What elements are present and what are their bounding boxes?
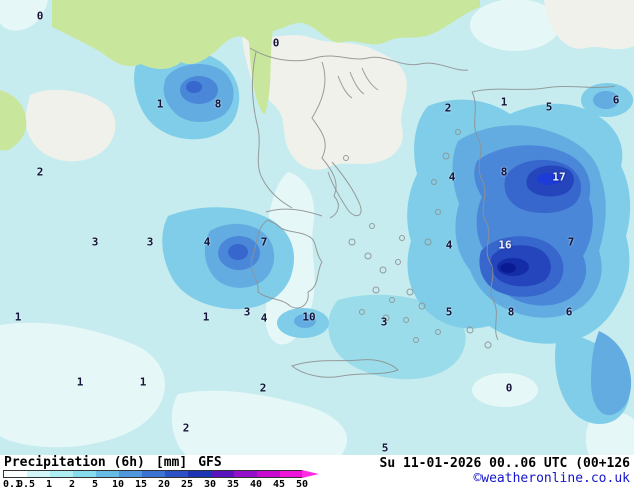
scale-segment	[280, 471, 303, 477]
scale-segment	[119, 471, 142, 477]
scale-segment	[4, 471, 27, 477]
scale-tick-label: 45	[272, 479, 286, 490]
scale-tick-label: 50	[295, 479, 309, 490]
scale-segment	[27, 471, 50, 477]
scale-segment	[257, 471, 280, 477]
heavy-precip-layer	[490, 165, 574, 287]
forecast-datetime: Su 11-01-2026 00..06 UTC (00+126	[379, 456, 630, 471]
green-land-layer	[0, 0, 480, 151]
scale-arrow	[302, 470, 319, 478]
scale-tick-label: 20	[157, 479, 171, 490]
precipitation-map[interactable]: 0 0 1 8 2 1 5 6 2 4 8 17 3 3 4 7 4 16 7 1 1 3 4 10 5 8 6 3 1 1 2 0 2 5	[0, 0, 634, 455]
footer: Precipitation (6h) [mm] GFS 0.1 0.5 1 2 5 10 1…	[0, 455, 634, 490]
scale-tick-label: 30	[203, 479, 217, 490]
scale-segment	[165, 471, 188, 477]
coastline-layer	[249, 47, 616, 378]
scale-tick-label: 25	[180, 479, 194, 490]
scale-tick-label: 5	[91, 479, 99, 490]
scale-tick-label: 15	[134, 479, 148, 490]
map-title: Precipitation (6h) [mm] GFS	[4, 456, 222, 470]
scale-segment	[234, 471, 257, 477]
scale-tick-label: 10	[111, 479, 125, 490]
scale-tick-label: 2	[68, 479, 76, 490]
map-title-label: Precipitation (6h)	[4, 455, 145, 470]
scale-segment	[211, 471, 234, 477]
map-model-label: GFS	[198, 455, 222, 470]
scale-segment	[50, 471, 73, 477]
footer-right: Su 11-01-2026 00..06 UTC (00+126 ©weathe…	[380, 456, 630, 486]
map-unit-label: [mm]	[155, 455, 188, 470]
copyright-link[interactable]: ©weatheronline.co.uk	[473, 471, 630, 486]
scale-ticks: 0.1 0.5 1 2 5 10 15 20 25 30 35 40 45 50	[0, 479, 340, 490]
scale-segment	[142, 471, 165, 477]
scale-segment	[73, 471, 96, 477]
scale-tick-label: 40	[249, 479, 263, 490]
scale-bar	[3, 470, 303, 478]
scale-segment	[96, 471, 119, 477]
scale-tick-label: 35	[226, 479, 240, 490]
scale-tick-label: 1	[45, 479, 53, 490]
scale-tick-label: 0.5	[16, 479, 36, 490]
scale-tick-label: 0.1	[3, 479, 22, 490]
pale-precip-layer	[0, 0, 634, 455]
map-graphic	[0, 0, 634, 455]
scale-segment	[188, 471, 211, 477]
dry-land-layer	[25, 0, 634, 170]
